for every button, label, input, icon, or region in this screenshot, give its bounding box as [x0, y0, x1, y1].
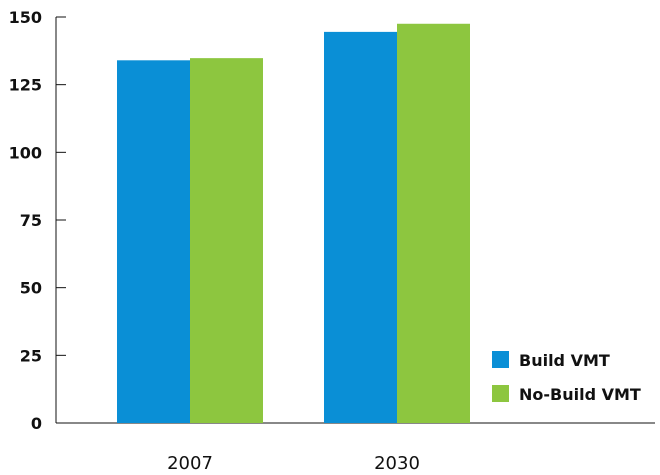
- y-tick-label: 0: [31, 414, 42, 433]
- x-category-label: 2007: [167, 453, 213, 474]
- y-tick-label: 100: [9, 143, 42, 162]
- bar-no-build-vmt-2030: [397, 23, 470, 424]
- y-tick-label: 125: [9, 76, 42, 95]
- x-category-label: 2030: [374, 453, 420, 474]
- bars: [117, 23, 470, 424]
- legend-label: No-Build VMT: [519, 385, 641, 404]
- legend: Build VMT No-Build VMT: [492, 351, 641, 404]
- legend-swatch: [492, 385, 509, 402]
- x-axis-labels: 2007 2030: [167, 453, 420, 474]
- bar-build-vmt-2007: [117, 60, 190, 423]
- y-tick-label: 50: [20, 279, 42, 298]
- y-axis: 0 25 50 75 100 125 150: [9, 8, 655, 433]
- y-tick-label: 25: [20, 346, 42, 365]
- legend-swatch: [492, 351, 509, 368]
- bar-no-build-vmt-2007: [190, 58, 263, 424]
- legend-label: Build VMT: [519, 351, 610, 370]
- y-tick-label: 75: [20, 211, 42, 230]
- bar-build-vmt-2030: [324, 31, 397, 424]
- y-tick-label: 150: [9, 8, 42, 27]
